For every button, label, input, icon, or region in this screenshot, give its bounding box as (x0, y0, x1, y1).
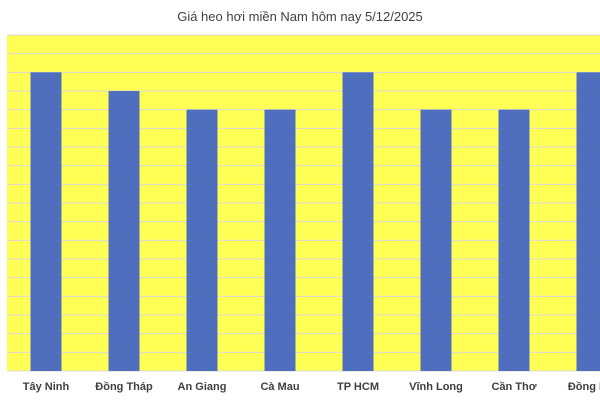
bar (264, 109, 296, 372)
bar (576, 72, 600, 371)
chart-title: Giá heo hơi miền Nam hôm nay 5/12/2025 (177, 9, 423, 24)
category-label: Cần Thơ (491, 381, 536, 393)
bar (342, 72, 374, 371)
bar (30, 72, 62, 371)
category-label: Đồng Nai (568, 381, 600, 393)
category-label: Tây Ninh (23, 381, 70, 393)
category-label: An Giang (178, 381, 227, 393)
bar (186, 109, 218, 372)
bar (108, 91, 140, 371)
category-label: Vĩnh Long (409, 381, 463, 393)
bar (498, 109, 530, 372)
category-label: Đồng Tháp (95, 381, 153, 393)
category-label: TP HCM (337, 381, 379, 393)
category-label: Cà Mau (260, 381, 299, 393)
bar (420, 109, 452, 372)
